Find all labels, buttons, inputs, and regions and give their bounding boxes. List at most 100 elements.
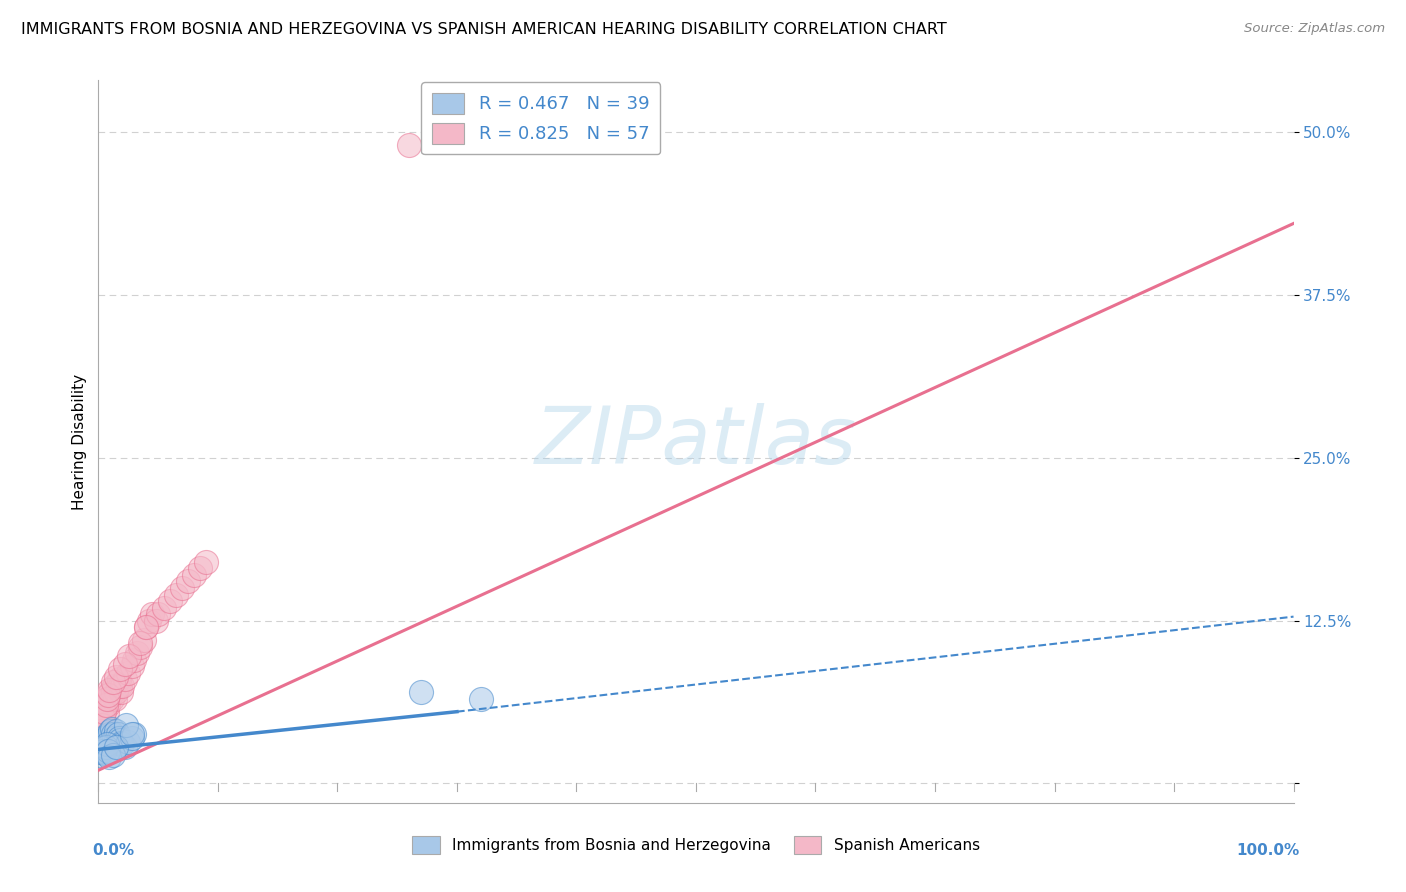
Point (129, 635, 152, 649)
Point (108, 733, 131, 747)
Point (101, 727, 124, 741)
Point (98, 750, 121, 764)
Point (100, 691, 122, 706)
Point (108, 679, 131, 693)
Text: 0.0%: 0.0% (93, 843, 135, 857)
Point (104, 734, 127, 748)
Point (114, 672, 136, 686)
Point (177, 574, 200, 589)
Point (98, 691, 121, 706)
Point (97, 744, 120, 758)
Text: ZIPatlas: ZIPatlas (534, 402, 858, 481)
Point (98, 727, 121, 741)
Legend: Immigrants from Bosnia and Herzegovina, Spanish Americans: Immigrants from Bosnia and Herzegovina, … (406, 830, 986, 860)
Point (411, 685, 433, 699)
Point (89, 724, 111, 739)
Point (141, 607, 163, 621)
Point (148, 607, 170, 621)
Point (90, 737, 112, 751)
Point (105, 724, 128, 739)
Text: IMMIGRANTS FROM BOSNIA AND HERZEGOVINA VS SPANISH AMERICAN HEARING DISABILITY CO: IMMIGRANTS FROM BOSNIA AND HERZEGOVINA V… (21, 22, 946, 37)
Point (89, 744, 111, 758)
Point (108, 662, 131, 676)
Point (105, 685, 128, 699)
Point (132, 633, 155, 648)
Y-axis label: Hearing Disability: Hearing Disability (72, 374, 87, 509)
Point (98, 682, 121, 697)
Point (89, 747, 111, 762)
Point (96, 705, 118, 719)
Point (105, 669, 128, 683)
Text: Source: ZipAtlas.com: Source: ZipAtlas.com (1244, 22, 1385, 36)
Point (101, 674, 124, 689)
Point (91, 731, 114, 745)
Point (129, 640, 152, 654)
Point (91, 741, 114, 756)
Point (96, 737, 118, 751)
Point (94, 691, 117, 706)
Point (104, 691, 127, 706)
Point (145, 614, 167, 628)
Point (153, 600, 176, 615)
Point (195, 555, 218, 569)
Point (117, 665, 139, 680)
Point (97, 730, 120, 744)
Point (110, 685, 132, 699)
Point (135, 620, 157, 634)
Point (103, 679, 125, 693)
Point (125, 646, 148, 660)
Point (94, 698, 117, 713)
Point (93, 747, 115, 761)
Point (118, 648, 141, 663)
Point (97, 688, 120, 702)
Point (91, 734, 114, 748)
Point (96, 733, 118, 747)
Point (165, 587, 187, 601)
Point (124, 652, 146, 666)
Point (94, 739, 117, 754)
Point (91, 711, 114, 725)
Point (121, 727, 143, 741)
Point (138, 614, 160, 628)
Point (101, 685, 124, 699)
Point (183, 568, 205, 582)
Point (470, 691, 492, 706)
Point (90, 724, 112, 739)
Point (97, 698, 120, 713)
Text: 100.0%: 100.0% (1236, 843, 1299, 857)
Point (90, 745, 112, 759)
Point (115, 717, 138, 731)
Point (93, 698, 115, 713)
Point (94, 737, 117, 751)
Point (121, 659, 143, 673)
Point (90, 717, 112, 731)
Point (114, 739, 136, 754)
Point (159, 594, 181, 608)
Point (101, 747, 124, 762)
Point (105, 739, 128, 754)
Point (172, 581, 194, 595)
Point (110, 736, 132, 750)
Point (107, 679, 129, 693)
Point (100, 722, 122, 736)
Point (98, 685, 122, 699)
Point (96, 691, 118, 706)
Point (107, 727, 129, 741)
Point (98, 724, 122, 739)
Point (117, 734, 139, 748)
Point (91, 711, 114, 725)
Point (107, 672, 129, 686)
Point (103, 731, 125, 745)
Point (89, 731, 111, 745)
Point (188, 561, 211, 575)
Point (124, 727, 146, 741)
Point (91, 717, 114, 731)
Point (91, 744, 114, 758)
Point (111, 679, 134, 693)
Point (121, 731, 143, 745)
Point (91, 705, 114, 719)
Point (398, 138, 420, 153)
Point (93, 739, 115, 754)
Point (107, 731, 129, 745)
Point (93, 705, 115, 719)
